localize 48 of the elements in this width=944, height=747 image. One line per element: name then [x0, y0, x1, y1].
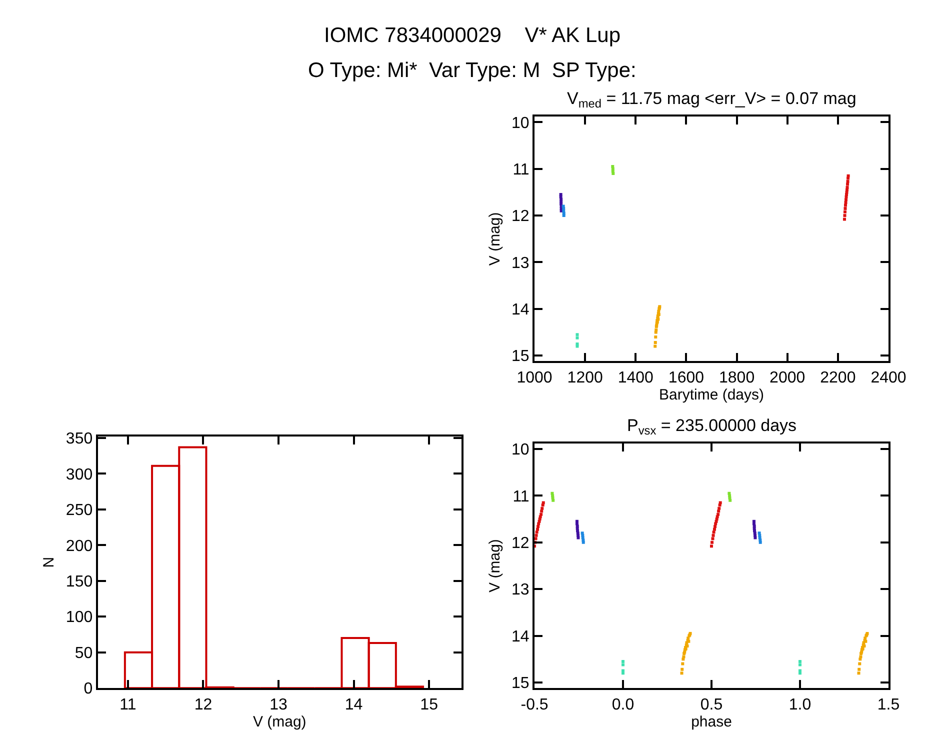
- x-tick-label: 12: [194, 696, 212, 714]
- x-tick-label: 1800: [718, 369, 755, 386]
- y-tick-label: 300: [66, 466, 93, 484]
- x-tick-label: 1400: [618, 369, 654, 386]
- y-tick-label: 50: [74, 644, 93, 662]
- y-axis-title: V (mag): [486, 212, 504, 266]
- chart-title: V$_{med}$ = 11.75 mag <err_V> = 0.07 mag: [567, 89, 856, 111]
- y-tick-label: 250: [66, 502, 93, 520]
- text: O Type: Mi* Var Type: M SP Type:: [308, 59, 636, 82]
- x-tick-label: 1.5: [877, 696, 900, 714]
- x-tick-label: 0.5: [700, 696, 723, 714]
- y-axis-title: N: [40, 556, 58, 568]
- x-tick-label: 2200: [820, 369, 856, 386]
- y-tick-label: 100: [66, 609, 93, 626]
- text: IOMC 7834000029 V* AK Lup: [324, 24, 621, 47]
- y-tick-label: 12: [512, 208, 530, 226]
- x-tick-label: 1000: [516, 369, 552, 386]
- y-tick-label: 13: [512, 254, 530, 272]
- x-axis-title: V (mag): [252, 713, 306, 730]
- y-tick-label: 350: [66, 430, 93, 448]
- y-tick-label: 10: [512, 114, 530, 132]
- chart-title: P$_{vsx}$ = 235.00000 days: [627, 416, 797, 438]
- x-tick-label: 14: [344, 696, 363, 714]
- x-tick-label: 2400: [870, 369, 906, 386]
- y-tick-label: 10: [512, 442, 530, 459]
- y-tick-label: 12: [512, 535, 530, 552]
- y-tick-label: 13: [512, 582, 530, 599]
- y-tick-label: 11: [512, 488, 530, 506]
- y-tick-label: 14: [512, 628, 530, 646]
- x-tick-label: 15: [420, 696, 438, 714]
- y-tick-label: 15: [512, 348, 530, 366]
- y-tick-label: 11: [512, 161, 530, 178]
- y-tick-label: 0: [84, 680, 93, 698]
- y-axis-title: V (mag): [486, 539, 504, 592]
- x-tick-label: 0.0: [612, 696, 634, 714]
- x-tick-label: 11: [120, 696, 136, 714]
- x-tick-label: 13: [270, 696, 288, 714]
- x-tick-label: 1600: [668, 369, 704, 386]
- x-tick-label: 2000: [770, 369, 806, 386]
- x-axis-title: Barytime (days): [658, 386, 764, 404]
- x-tick-label: -0.5: [520, 696, 548, 714]
- y-tick-label: 150: [66, 573, 93, 590]
- y-tick-label: 200: [66, 538, 93, 555]
- y-tick-label: 15: [512, 675, 530, 692]
- x-tick-label: 1.0: [788, 696, 812, 714]
- y-tick-label: 14: [512, 302, 530, 319]
- x-axis-title: phase: [691, 713, 732, 730]
- x-tick-label: 1200: [567, 369, 603, 386]
